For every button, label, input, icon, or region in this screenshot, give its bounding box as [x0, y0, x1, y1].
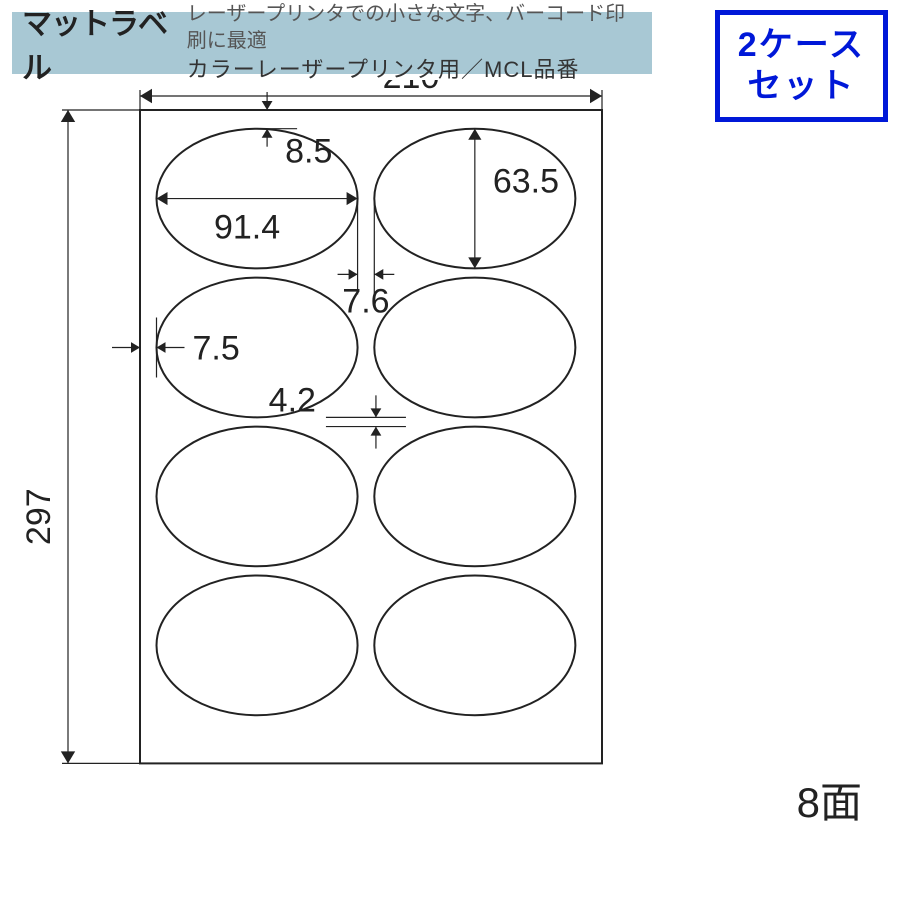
header-bar: マットラベル レーザープリンタでの小さな文字、バーコード印刷に最適 カラーレーザ…: [12, 12, 652, 74]
svg-text:8.5: 8.5: [285, 133, 332, 171]
svg-text:4.2: 4.2: [269, 381, 316, 419]
faces-label: 8面: [797, 769, 862, 830]
svg-text:210: 210: [383, 80, 440, 96]
svg-text:7.5: 7.5: [193, 329, 240, 367]
badge-line1: 2ケース: [738, 25, 865, 66]
svg-text:7.6: 7.6: [342, 282, 389, 320]
svg-text:297: 297: [20, 488, 58, 545]
svg-text:91.4: 91.4: [214, 209, 280, 247]
header-sub1: レーザープリンタでの小さな文字、バーコード印刷に最適: [187, 1, 642, 55]
label-diagram: 210 297 8.591.4 63.5 7.6 7.5 4.2: [0, 80, 900, 900]
svg-text:63.5: 63.5: [493, 163, 559, 201]
header-title: マットラベル: [22, 0, 175, 87]
